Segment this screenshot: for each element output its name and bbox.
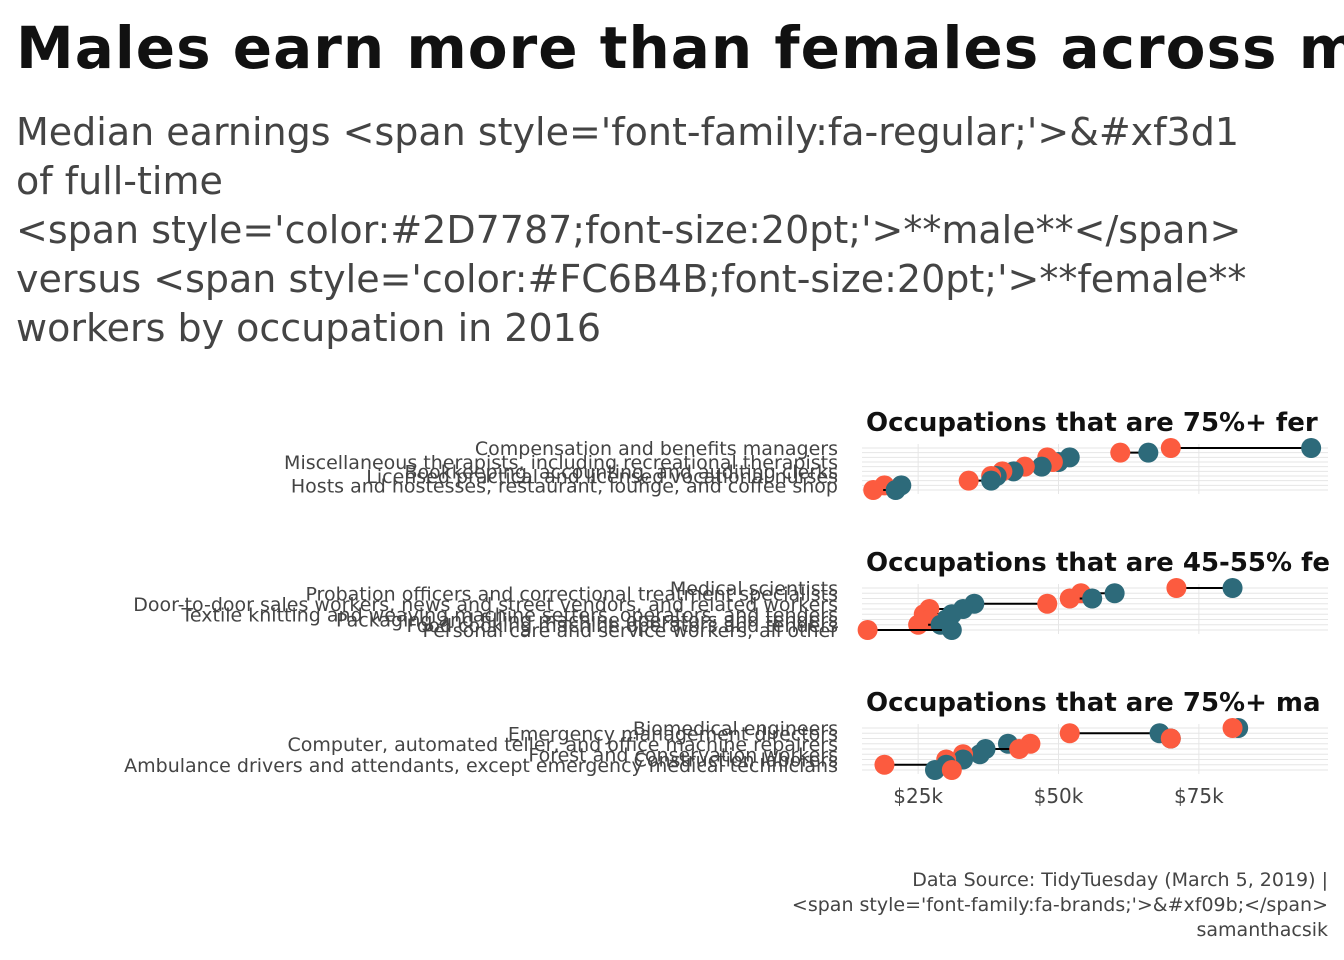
y-tick-label: Licensed practical and licensed vocation… xyxy=(366,466,838,488)
female-point xyxy=(1059,588,1080,609)
female-point xyxy=(1059,723,1080,744)
y-tick-label: Door-to-door sales workers, news and str… xyxy=(133,594,838,616)
y-tick-label: Forest and conservation workers xyxy=(528,744,838,766)
y-tick-label: Bookkeeping, accounting, and auditing cl… xyxy=(405,461,838,483)
y-tick-label: Ambulance drivers and attendants, except… xyxy=(124,755,838,777)
subtitle-line: versus <span style='color:#FC6B4B;font-s… xyxy=(16,257,1247,301)
male-point xyxy=(969,744,990,765)
male-point xyxy=(981,470,1002,491)
y-tick-label: Biomedical engineers xyxy=(633,718,838,740)
caption-line: <span style='font-family:fa-brands;'>&#x… xyxy=(791,894,1328,916)
y-tick-label: Medical scientists xyxy=(670,578,838,600)
female-point xyxy=(1110,442,1131,463)
chart-title: Males earn more than females across mos xyxy=(16,14,1344,82)
female-point xyxy=(958,470,979,491)
female-point xyxy=(908,614,929,635)
y-tick-label: Food cooking machine operators and tende… xyxy=(407,615,839,637)
y-tick-label: Computer, automated teller, and office m… xyxy=(288,734,838,756)
y-tick-label: Hosts and hostesses, restaurant, lounge,… xyxy=(291,475,838,497)
y-tick-label: Emergency management directors xyxy=(508,723,838,745)
chart-caption: Data Source: TidyTuesday (March 5, 2019)… xyxy=(792,868,1328,943)
male-point xyxy=(1138,442,1159,463)
y-tick-label: Personal care and service workers, all o… xyxy=(422,620,838,642)
female-point xyxy=(1160,438,1181,458)
male-point xyxy=(1104,583,1125,604)
female-point xyxy=(874,754,895,775)
male-point xyxy=(885,480,906,500)
y-tick-label: Compensation and benefits managers xyxy=(475,438,838,460)
panel-strip-label: Occupations that are 75%+ fer xyxy=(866,408,1318,438)
x-tick-label: $50k xyxy=(1034,784,1084,808)
female-point xyxy=(863,480,884,500)
female-point xyxy=(1009,739,1030,759)
y-tick-label: Miscellaneous therapists, including recr… xyxy=(284,452,838,474)
male-point xyxy=(1082,588,1103,609)
chart-subtitle: Median earnings <span style='font-family… xyxy=(16,108,1344,353)
female-point xyxy=(1222,718,1243,738)
female-point xyxy=(941,760,962,780)
subtitle-line: <span style='color:#2D7787;font-size:20p… xyxy=(16,208,1242,252)
x-tick-label: $75k xyxy=(1174,784,1224,808)
female-point xyxy=(1166,578,1187,598)
caption-line: samanthacsik xyxy=(1196,919,1329,941)
y-tick-label: Textile knitting and weaving machine set… xyxy=(181,604,838,626)
male-point xyxy=(924,760,945,780)
subtitle-line: Median earnings <span style='font-family… xyxy=(16,110,1240,154)
panel-strip-label: Occupations that are 75%+ ma xyxy=(866,688,1321,718)
y-tick-label: Construction laborers xyxy=(634,750,838,772)
panel-strip-label: Occupations that are 45-55% fe xyxy=(866,548,1330,578)
male-point xyxy=(1031,456,1052,477)
subtitle-line: of full-time xyxy=(16,159,223,203)
female-point xyxy=(1037,593,1058,614)
male-point xyxy=(1222,578,1243,598)
subtitle-line: workers by occupation in 2016 xyxy=(16,306,601,350)
male-point xyxy=(941,620,962,640)
female-point xyxy=(857,620,878,640)
female-point xyxy=(1160,728,1181,749)
male-point xyxy=(1301,438,1322,458)
x-tick-label: $25k xyxy=(893,784,943,808)
y-tick-label: Probation officers and correctional trea… xyxy=(305,583,838,605)
caption-line: Data Source: TidyTuesday (March 5, 2019)… xyxy=(912,869,1328,891)
y-tick-label: Packaging and filling machine operators … xyxy=(336,610,838,632)
